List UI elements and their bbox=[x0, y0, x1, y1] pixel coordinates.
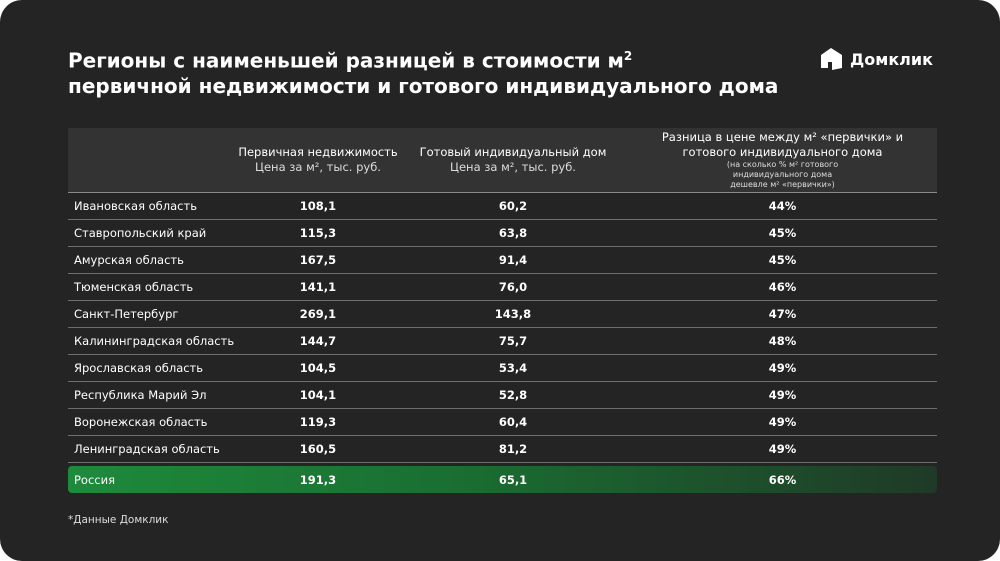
title-superscript: 2 bbox=[623, 49, 633, 63]
house-cell: 52,8 bbox=[498, 388, 528, 402]
house-cell: 60,2 bbox=[498, 199, 528, 213]
table-row: Ивановская область 108,1 60,2 44% bbox=[68, 193, 937, 220]
primary-cell: 104,5 bbox=[299, 361, 337, 375]
title-line-1: Регионы с наименьшей разницей в стоимост… bbox=[68, 48, 624, 73]
region-cell: Воронежская область bbox=[74, 415, 208, 429]
table-row: Ярославская область 104,5 53,4 49% bbox=[68, 355, 937, 382]
primary-cell: 160,5 bbox=[299, 442, 337, 456]
table-row: Воронежская область 119,3 60,4 49% bbox=[68, 409, 937, 436]
diff-cell: 66% bbox=[768, 472, 797, 487]
house-cell: 76,0 bbox=[498, 280, 528, 294]
house-cell: 65,1 bbox=[498, 472, 528, 487]
header-primary: Первичная недвижимость Цена за м², тыс. … bbox=[68, 128, 398, 192]
region-cell: Амурская область bbox=[74, 253, 184, 267]
house-cell: 60,4 bbox=[498, 415, 528, 429]
domclick-house-icon bbox=[821, 48, 842, 70]
diff-cell: 47% bbox=[768, 307, 797, 321]
diff-cell: 49% bbox=[768, 361, 797, 375]
primary-cell: 144,7 bbox=[299, 334, 337, 348]
diff-cell: 48% bbox=[768, 334, 797, 348]
header-diff: Разница в цене между м² «первички» и гот… bbox=[628, 128, 937, 192]
table-row: Калининградская область 144,7 75,7 48% bbox=[68, 328, 937, 355]
primary-cell: 269,1 bbox=[299, 307, 337, 321]
footnote: *Данные Домклик bbox=[68, 514, 169, 526]
house-cell: 53,4 bbox=[498, 361, 528, 375]
primary-cell: 141,1 bbox=[299, 280, 337, 294]
house-cell: 63,8 bbox=[498, 226, 528, 240]
table-row-total: Россия 191,3 65,1 66% bbox=[68, 466, 937, 493]
logo-text: Домклик bbox=[850, 49, 933, 69]
region-cell: Ставропольский край bbox=[74, 226, 207, 240]
diff-cell: 46% bbox=[768, 280, 797, 294]
region-cell: Ивановская область bbox=[74, 199, 197, 213]
primary-cell: 108,1 bbox=[299, 199, 337, 213]
diff-cell: 44% bbox=[768, 199, 797, 213]
table-row: Ленинградская область 160,5 81,2 49% bbox=[68, 436, 937, 463]
primary-cell: 167,5 bbox=[299, 253, 337, 267]
primary-cell: 104,1 bbox=[299, 388, 337, 402]
region-cell: Ленинградская область bbox=[74, 442, 220, 456]
logo: Домклик bbox=[818, 46, 933, 72]
primary-cell: 115,3 bbox=[299, 226, 337, 240]
diff-cell: 49% bbox=[768, 415, 797, 429]
diff-cell: 45% bbox=[768, 253, 797, 267]
diff-cell: 49% bbox=[768, 388, 797, 402]
header-title: Разница в цене между м² «первички» и гот… bbox=[661, 130, 904, 159]
header-sub: (на сколько % м² готового индивидуальног… bbox=[726, 160, 839, 189]
house-cell: 143,8 bbox=[494, 307, 532, 321]
table-row: Амурская область 167,5 91,4 45% bbox=[68, 247, 937, 274]
house-cell: 91,4 bbox=[498, 253, 528, 267]
house-cell: 75,7 bbox=[498, 334, 528, 348]
table-row: Тюменская область 141,1 76,0 46% bbox=[68, 274, 937, 301]
header-title: Первичная недвижимость bbox=[238, 145, 398, 159]
primary-cell: 191,3 bbox=[299, 472, 337, 487]
house-cell: 81,2 bbox=[498, 442, 528, 456]
header-sub: Цена за м², тыс. руб. bbox=[255, 160, 381, 174]
header-title: Готовый индивидуальный дом bbox=[419, 145, 607, 159]
diff-cell: 49% bbox=[768, 442, 797, 456]
primary-cell: 119,3 bbox=[299, 415, 337, 429]
diff-cell: 45% bbox=[768, 226, 797, 240]
region-cell: Россия bbox=[74, 472, 116, 487]
data-table: Первичная недвижимость Цена за м², тыс. … bbox=[68, 128, 937, 493]
table-row: Республика Марий Эл 104,1 52,8 49% bbox=[68, 382, 937, 409]
region-cell: Тюменская область bbox=[74, 280, 194, 294]
region-cell: Калининградская область bbox=[74, 334, 235, 348]
table-row: Ставропольский край 115,3 63,8 45% bbox=[68, 220, 937, 247]
header-sub: Цена за м², тыс. руб. bbox=[450, 160, 576, 174]
table-row: Санкт-Петербург 269,1 143,8 47% bbox=[68, 301, 937, 328]
header-house: Готовый индивидуальный дом Цена за м², т… bbox=[398, 128, 628, 192]
region-cell: Ярославская область bbox=[74, 361, 204, 375]
region-cell: Республика Марий Эл bbox=[74, 388, 207, 402]
region-cell: Санкт-Петербург bbox=[74, 307, 179, 321]
table-header: Первичная недвижимость Цена за м², тыс. … bbox=[68, 128, 937, 193]
page-title: Регионы с наименьшей разницей в стоимост… bbox=[68, 44, 778, 99]
title-line-2: первичной недвижимости и готового индиви… bbox=[68, 73, 779, 98]
